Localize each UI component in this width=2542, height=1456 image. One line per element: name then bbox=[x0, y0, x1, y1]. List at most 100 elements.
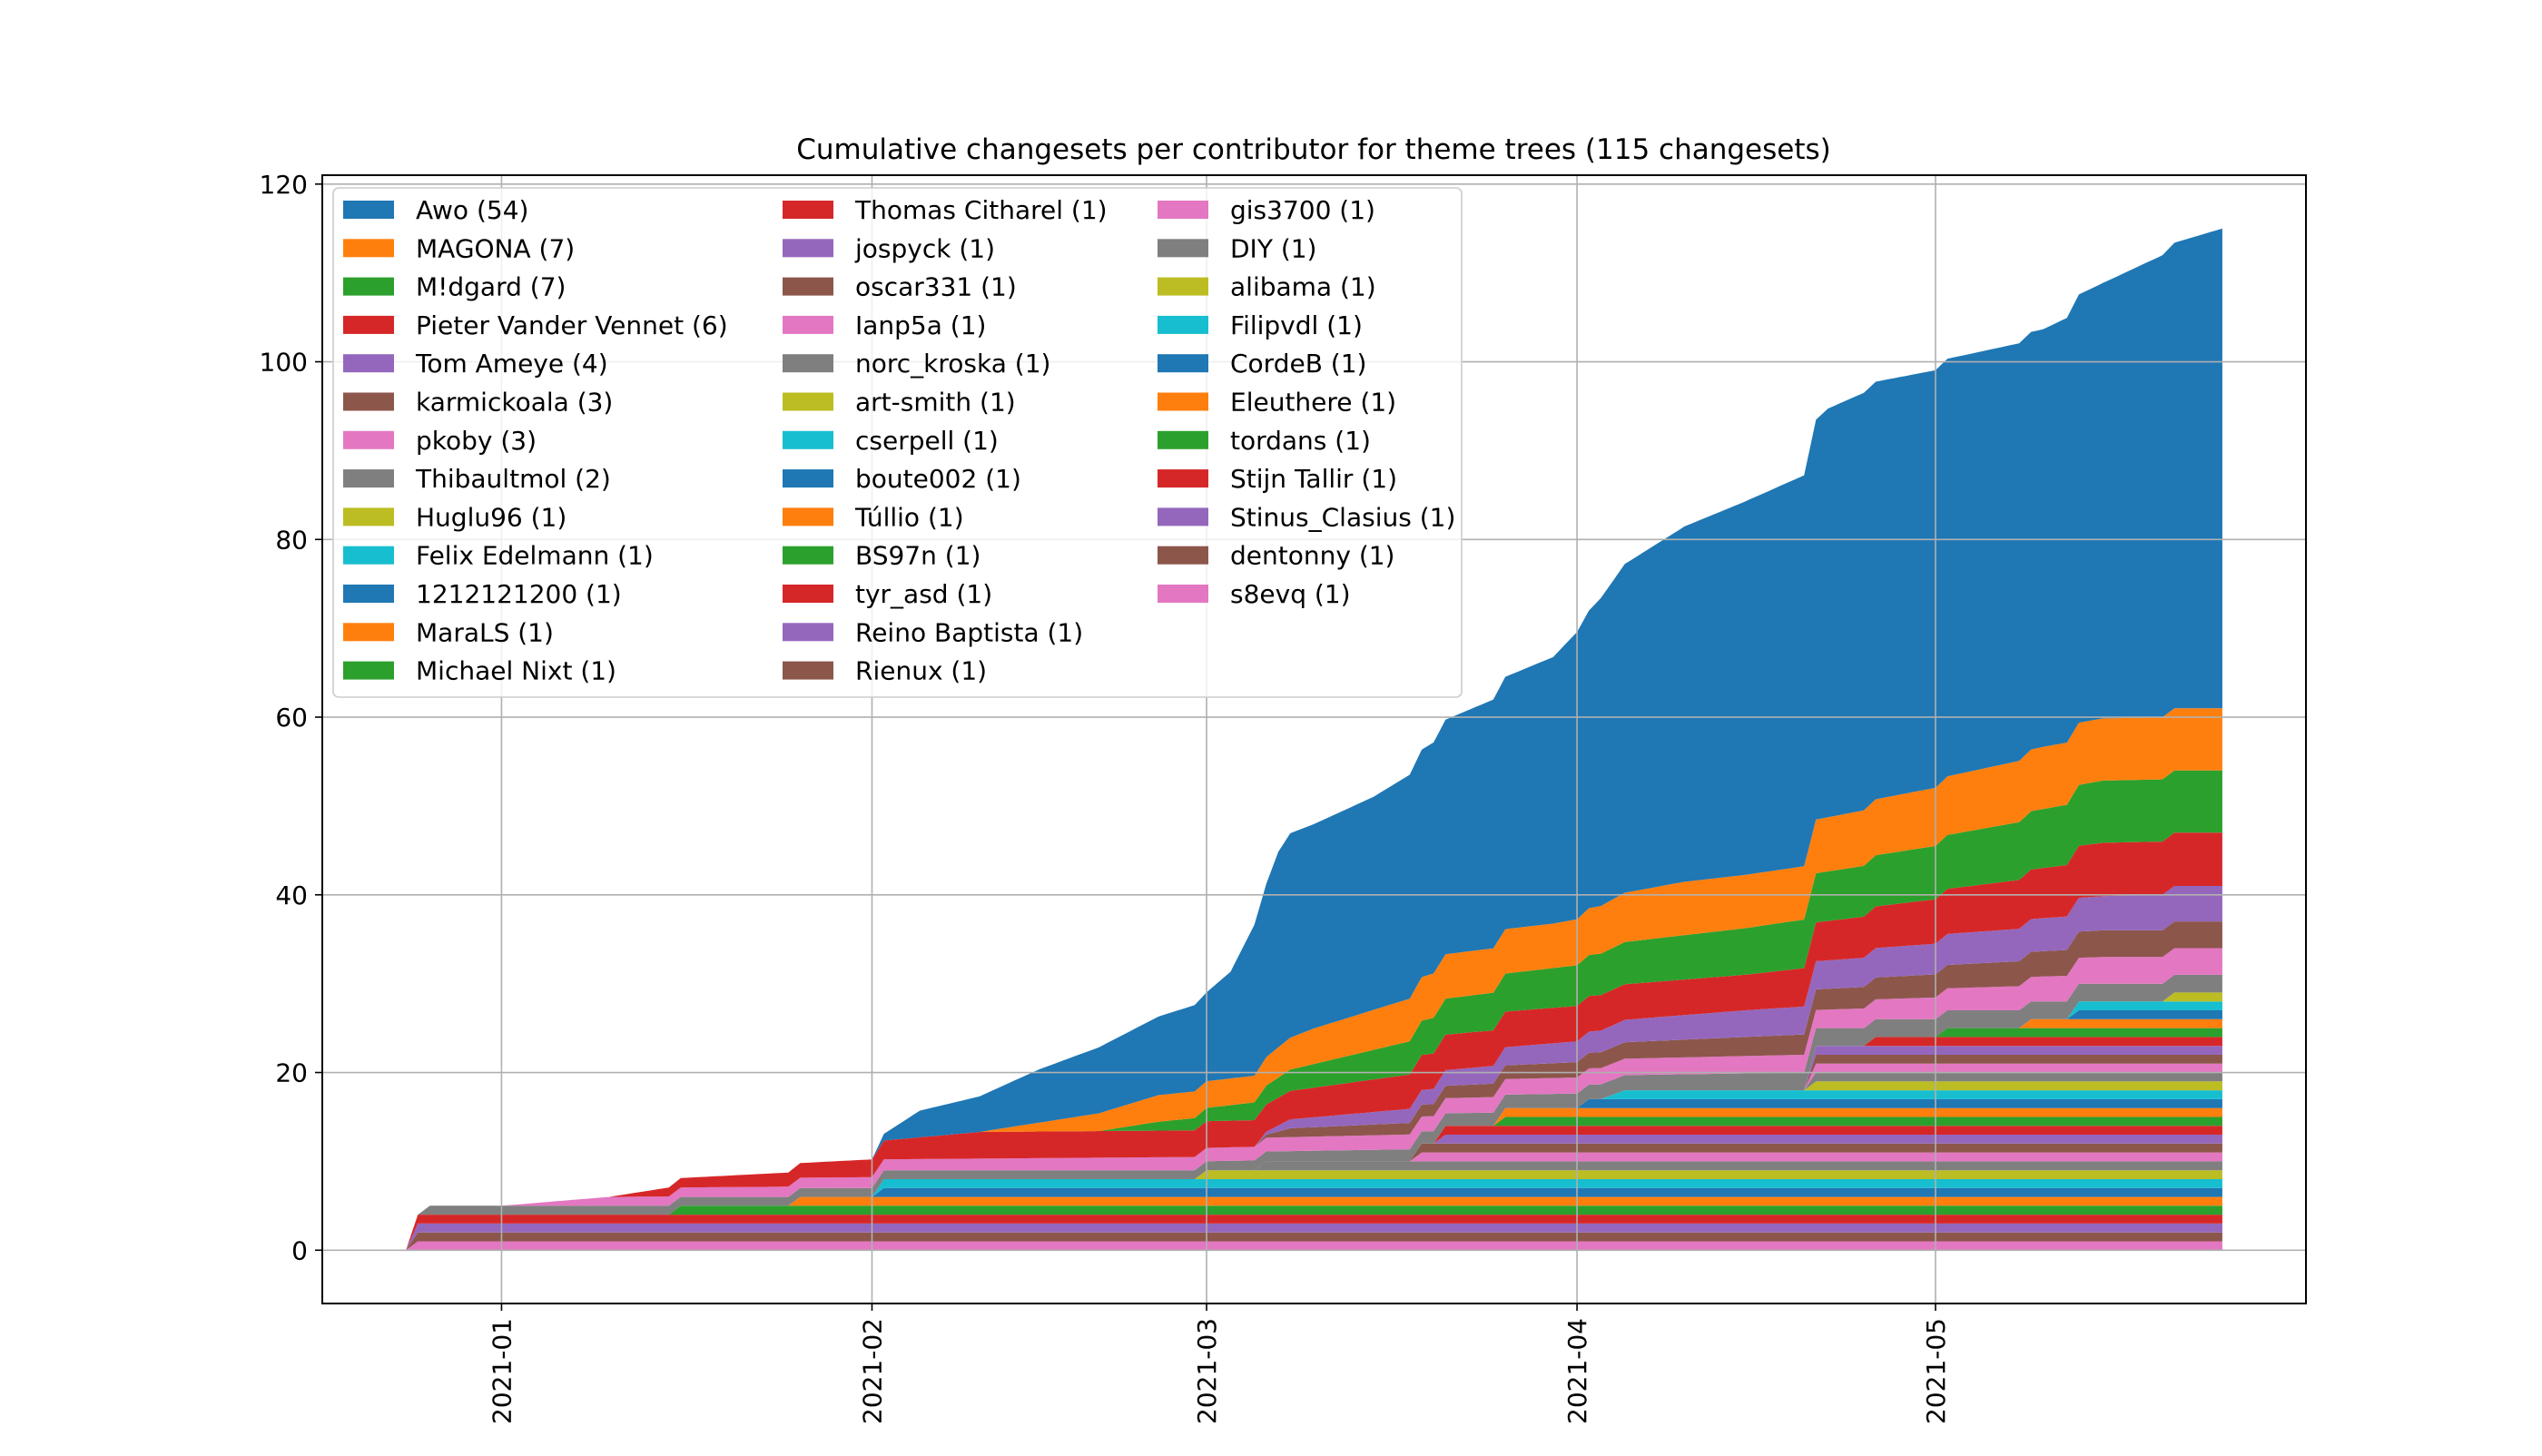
y-tick-label: 80 bbox=[275, 525, 308, 555]
legend-label-s8evq: s8evq (1) bbox=[1230, 579, 1351, 609]
legend-swatch-karmickoala bbox=[343, 392, 394, 411]
legend-swatch-gis3700 bbox=[1158, 201, 1208, 219]
legend-label-boute002: boute002 (1) bbox=[855, 464, 1021, 494]
y-tick-label: 120 bbox=[260, 170, 308, 200]
legend-label-pkoby: pkoby (3) bbox=[416, 426, 537, 456]
legend-swatch-pieter-vander-vennet bbox=[343, 315, 394, 334]
legend-swatch-pkoby bbox=[343, 430, 394, 449]
legend-label-tyr-asd: tyr_asd (1) bbox=[855, 579, 992, 609]
y-tick-label: 20 bbox=[275, 1058, 308, 1088]
legend-swatch-oscar331 bbox=[783, 277, 833, 296]
legend-swatch-cserpell bbox=[783, 430, 833, 449]
legend-label-thomas-citharel: Thomas Citharel (1) bbox=[854, 195, 1108, 225]
area-pkoby bbox=[406, 948, 2222, 1251]
legend: Awo (54) MAGONA (7) M!dgard (7) Pieter Vand… bbox=[332, 187, 1463, 698]
legend-swatch-michael-nixt bbox=[343, 661, 394, 680]
legend-swatch-marals bbox=[343, 623, 394, 642]
x-tick-label: 2021-03 bbox=[1192, 1318, 1222, 1424]
y-tick-label: 60 bbox=[275, 703, 308, 733]
area-layer bbox=[406, 228, 2222, 1251]
legend-swatch-huglu96 bbox=[343, 507, 394, 526]
legend-label-ianp5a: Ianp5a (1) bbox=[855, 310, 986, 340]
legend-swatch-rienux bbox=[783, 661, 833, 680]
chart-title: Cumulative changesets per contributor fo… bbox=[796, 133, 1831, 166]
legend-label-reino-baptista: Reino Baptista (1) bbox=[855, 617, 1083, 647]
legend-label-dentonny: dentonny (1) bbox=[1230, 541, 1394, 571]
legend-swatch-thomas-citharel bbox=[783, 201, 833, 219]
legend-label-thibaultmol: Thibaultmol (2) bbox=[415, 464, 611, 494]
legend-box bbox=[332, 187, 1463, 698]
legend-swatch-s8evq bbox=[1158, 585, 1208, 603]
area-dentonny bbox=[406, 1232, 2222, 1251]
tick-layer: 0 20 40 60 80 100 120 2021-01 2021-02 2021-03 2021… bbox=[260, 170, 1951, 1424]
area-diy bbox=[406, 1161, 2222, 1251]
area-tom-ameye bbox=[406, 886, 2222, 1251]
area-alibama bbox=[406, 1170, 2222, 1251]
legend-label-filipvdl: Filipvdl (1) bbox=[1230, 310, 1363, 340]
area-stinus-clasius bbox=[406, 1223, 2222, 1251]
legend-label-oscar331: oscar331 (1) bbox=[855, 272, 1017, 302]
legend-label-diy: DIY (1) bbox=[1230, 233, 1316, 263]
legend-label-pieter-vander-vennet: Pieter Vander Vennet (6) bbox=[416, 310, 728, 340]
legend-swatch-m-dgard bbox=[343, 277, 394, 296]
legend-label-alibama: alibama (1) bbox=[1230, 272, 1376, 302]
legend-label-rienux: Rienux (1) bbox=[855, 656, 987, 686]
legend-label-cordeb: CordeB (1) bbox=[1230, 349, 1366, 379]
area-thibaultmol bbox=[406, 974, 2222, 1251]
area-awo bbox=[406, 228, 2222, 1251]
legend-swatch-tyr-asd bbox=[783, 585, 833, 603]
legend-label-stijn-tallir: Stijn Tallir (1) bbox=[1230, 464, 1397, 494]
plot-frame bbox=[321, 174, 2307, 1304]
legend-swatch-1212121200 bbox=[343, 585, 394, 603]
legend-swatch-cordeb bbox=[1158, 354, 1208, 373]
legend-swatch-stinus-clasius bbox=[1158, 507, 1208, 526]
x-tick-label: 2021-05 bbox=[1921, 1318, 1951, 1424]
legend-label-michael-nixt: Michael Nixt (1) bbox=[416, 656, 616, 686]
y-tick-label: 0 bbox=[291, 1235, 308, 1265]
legend-swatch-reino-baptista bbox=[783, 623, 833, 642]
legend-label-1212121200: 1212121200 (1) bbox=[416, 579, 622, 609]
x-tick-label: 2021-02 bbox=[857, 1318, 887, 1424]
legend-label-stinus-clasius: Stinus_Clasius (1) bbox=[1230, 502, 1455, 532]
grid-layer bbox=[322, 175, 2306, 1304]
legend-swatch-norc-kroska bbox=[783, 354, 833, 373]
legend-swatch-awo bbox=[343, 201, 394, 219]
y-tick-label: 100 bbox=[260, 348, 308, 378]
legend-swatch-filipvdl bbox=[1158, 315, 1208, 334]
area-eleuthere bbox=[406, 1196, 2222, 1251]
legend-label-bs97n: BS97n (1) bbox=[855, 541, 980, 571]
legend-swatch-alibama bbox=[1158, 277, 1208, 296]
legend-swatch-t-llio bbox=[783, 507, 833, 526]
legend-swatch-jospyck bbox=[783, 239, 833, 258]
legend-label-marals: MaraLS (1) bbox=[416, 617, 554, 647]
area-cordeb bbox=[406, 1187, 2222, 1251]
legend-label-magona: MAGONA (7) bbox=[416, 233, 575, 263]
legend-swatch-eleuthere bbox=[1158, 392, 1208, 411]
y-tick-label: 40 bbox=[275, 880, 308, 910]
legend-swatch-dentonny bbox=[1158, 546, 1208, 565]
x-tick-label: 2021-04 bbox=[1562, 1318, 1592, 1424]
legend-swatch-tordans bbox=[1158, 430, 1208, 449]
area-stijn-tallir bbox=[406, 1215, 2222, 1251]
legend-swatch-bs97n bbox=[783, 546, 833, 565]
legend-label-t-llio: Túllio (1) bbox=[854, 502, 964, 532]
legend-label-tom-ameye: Tom Ameye (4) bbox=[415, 349, 608, 379]
area-pieter-vander-vennet bbox=[406, 832, 2222, 1251]
legend-swatch-boute002 bbox=[783, 469, 833, 488]
legend-label-jospyck: jospyck (1) bbox=[854, 233, 995, 263]
area-filipvdl bbox=[406, 1179, 2222, 1251]
legend-swatch-stijn-tallir bbox=[1158, 469, 1208, 488]
legend-swatch-magona bbox=[343, 239, 394, 258]
legend-swatch-art-smith bbox=[783, 392, 833, 411]
legend-swatch-thibaultmol bbox=[343, 469, 394, 488]
legend-swatch-tom-ameye bbox=[343, 354, 394, 373]
legend-swatch-felix-edelmann bbox=[343, 546, 394, 565]
legend-label-huglu96: Huglu96 (1) bbox=[416, 502, 567, 532]
area-s8evq bbox=[406, 1241, 2222, 1251]
legend-swatch-diy bbox=[1158, 239, 1208, 258]
area-magona bbox=[406, 708, 2222, 1251]
area-karmickoala bbox=[406, 921, 2222, 1251]
legend-label-awo: Awo (54) bbox=[416, 195, 528, 225]
